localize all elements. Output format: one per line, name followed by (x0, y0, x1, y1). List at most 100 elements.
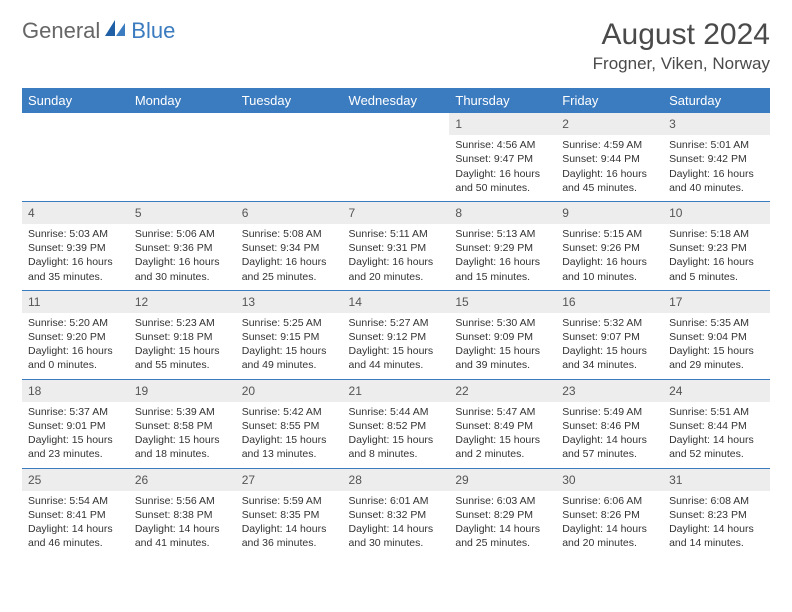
dl2-text: and 30 minutes. (135, 270, 230, 284)
dl2-text: and 20 minutes. (349, 270, 444, 284)
dl2-text: and 23 minutes. (28, 447, 123, 461)
dl1-text: Daylight: 14 hours (242, 522, 337, 536)
sunset-text: Sunset: 8:26 PM (562, 508, 657, 522)
day-number: 31 (663, 469, 770, 491)
calendar-day-cell: 27Sunrise: 5:59 AMSunset: 8:35 PMDayligh… (236, 468, 343, 556)
calendar-day-cell: 17Sunrise: 5:35 AMSunset: 9:04 PMDayligh… (663, 290, 770, 379)
dl1-text: Daylight: 14 hours (349, 522, 444, 536)
sunrise-text: Sunrise: 5:11 AM (349, 227, 444, 241)
dl2-text: and 8 minutes. (349, 447, 444, 461)
dl2-text: and 0 minutes. (28, 358, 123, 372)
dl2-text: and 18 minutes. (135, 447, 230, 461)
brand-part1: General (22, 18, 100, 44)
page-title: August 2024 (593, 18, 770, 52)
calendar-body: 1Sunrise: 4:56 AMSunset: 9:47 PMDaylight… (22, 113, 770, 556)
calendar-day-cell (22, 113, 129, 201)
dl1-text: Daylight: 15 hours (349, 344, 444, 358)
calendar-day-cell: 20Sunrise: 5:42 AMSunset: 8:55 PMDayligh… (236, 379, 343, 468)
calendar-day-cell: 25Sunrise: 5:54 AMSunset: 8:41 PMDayligh… (22, 468, 129, 556)
sunrise-text: Sunrise: 5:03 AM (28, 227, 123, 241)
calendar-day-cell: 21Sunrise: 5:44 AMSunset: 8:52 PMDayligh… (343, 379, 450, 468)
sunrise-text: Sunrise: 5:30 AM (455, 316, 550, 330)
sunrise-text: Sunrise: 5:25 AM (242, 316, 337, 330)
dl1-text: Daylight: 14 hours (562, 433, 657, 447)
sunset-text: Sunset: 8:29 PM (455, 508, 550, 522)
day-number: 6 (236, 202, 343, 224)
page-header: General Blue August 2024 Frogner, Viken,… (22, 18, 770, 74)
sunset-text: Sunset: 9:04 PM (669, 330, 764, 344)
sunrise-text: Sunrise: 6:08 AM (669, 494, 764, 508)
calendar-day-cell: 3Sunrise: 5:01 AMSunset: 9:42 PMDaylight… (663, 113, 770, 201)
dl1-text: Daylight: 16 hours (28, 344, 123, 358)
day-number: 22 (449, 380, 556, 402)
dl2-text: and 13 minutes. (242, 447, 337, 461)
sunset-text: Sunset: 9:29 PM (455, 241, 550, 255)
dl1-text: Daylight: 16 hours (349, 255, 444, 269)
day-number: 11 (22, 291, 129, 313)
day-number: 20 (236, 380, 343, 402)
calendar-day-cell: 7Sunrise: 5:11 AMSunset: 9:31 PMDaylight… (343, 201, 450, 290)
calendar-day-cell: 18Sunrise: 5:37 AMSunset: 9:01 PMDayligh… (22, 379, 129, 468)
dl1-text: Daylight: 16 hours (669, 167, 764, 181)
dl2-text: and 44 minutes. (349, 358, 444, 372)
dl2-text: and 57 minutes. (562, 447, 657, 461)
sunset-text: Sunset: 8:23 PM (669, 508, 764, 522)
dl2-text: and 35 minutes. (28, 270, 123, 284)
calendar-day-cell: 1Sunrise: 4:56 AMSunset: 9:47 PMDaylight… (449, 113, 556, 201)
sunset-text: Sunset: 9:01 PM (28, 419, 123, 433)
calendar-day-cell: 11Sunrise: 5:20 AMSunset: 9:20 PMDayligh… (22, 290, 129, 379)
sunset-text: Sunset: 9:26 PM (562, 241, 657, 255)
calendar-day-cell: 19Sunrise: 5:39 AMSunset: 8:58 PMDayligh… (129, 379, 236, 468)
day-number: 7 (343, 202, 450, 224)
day-header: Saturday (663, 88, 770, 113)
day-number: 30 (556, 469, 663, 491)
sunrise-text: Sunrise: 5:18 AM (669, 227, 764, 241)
dl2-text: and 20 minutes. (562, 536, 657, 550)
sunrise-text: Sunrise: 5:08 AM (242, 227, 337, 241)
calendar-week-row: 1Sunrise: 4:56 AMSunset: 9:47 PMDaylight… (22, 113, 770, 201)
sunset-text: Sunset: 8:58 PM (135, 419, 230, 433)
day-number: 14 (343, 291, 450, 313)
sunset-text: Sunset: 8:32 PM (349, 508, 444, 522)
dl2-text: and 55 minutes. (135, 358, 230, 372)
day-number: 24 (663, 380, 770, 402)
sunrise-text: Sunrise: 6:01 AM (349, 494, 444, 508)
dl2-text: and 46 minutes. (28, 536, 123, 550)
sunrise-text: Sunrise: 5:42 AM (242, 405, 337, 419)
sunset-text: Sunset: 9:42 PM (669, 152, 764, 166)
sunrise-text: Sunrise: 6:06 AM (562, 494, 657, 508)
dl1-text: Daylight: 15 hours (455, 344, 550, 358)
sunset-text: Sunset: 8:44 PM (669, 419, 764, 433)
dl2-text: and 10 minutes. (562, 270, 657, 284)
day-number: 16 (556, 291, 663, 313)
dl1-text: Daylight: 16 hours (242, 255, 337, 269)
day-header-row: SundayMondayTuesdayWednesdayThursdayFrid… (22, 88, 770, 113)
day-number: 13 (236, 291, 343, 313)
day-number: 18 (22, 380, 129, 402)
day-number: 27 (236, 469, 343, 491)
sunset-text: Sunset: 9:23 PM (669, 241, 764, 255)
day-number: 10 (663, 202, 770, 224)
sunrise-text: Sunrise: 5:47 AM (455, 405, 550, 419)
dl2-text: and 15 minutes. (455, 270, 550, 284)
sunrise-text: Sunrise: 5:15 AM (562, 227, 657, 241)
calendar-week-row: 4Sunrise: 5:03 AMSunset: 9:39 PMDaylight… (22, 201, 770, 290)
sunset-text: Sunset: 8:49 PM (455, 419, 550, 433)
calendar-week-row: 18Sunrise: 5:37 AMSunset: 9:01 PMDayligh… (22, 379, 770, 468)
dl1-text: Daylight: 15 hours (28, 433, 123, 447)
dl1-text: Daylight: 16 hours (455, 255, 550, 269)
dl1-text: Daylight: 14 hours (669, 433, 764, 447)
day-number: 29 (449, 469, 556, 491)
day-number: 4 (22, 202, 129, 224)
dl1-text: Daylight: 14 hours (28, 522, 123, 536)
dl2-text: and 25 minutes. (455, 536, 550, 550)
sunset-text: Sunset: 8:46 PM (562, 419, 657, 433)
dl1-text: Daylight: 15 hours (562, 344, 657, 358)
dl1-text: Daylight: 15 hours (242, 344, 337, 358)
dl2-text: and 29 minutes. (669, 358, 764, 372)
dl2-text: and 25 minutes. (242, 270, 337, 284)
calendar-day-cell (129, 113, 236, 201)
day-number: 3 (663, 113, 770, 135)
dl2-text: and 49 minutes. (242, 358, 337, 372)
dl2-text: and 30 minutes. (349, 536, 444, 550)
